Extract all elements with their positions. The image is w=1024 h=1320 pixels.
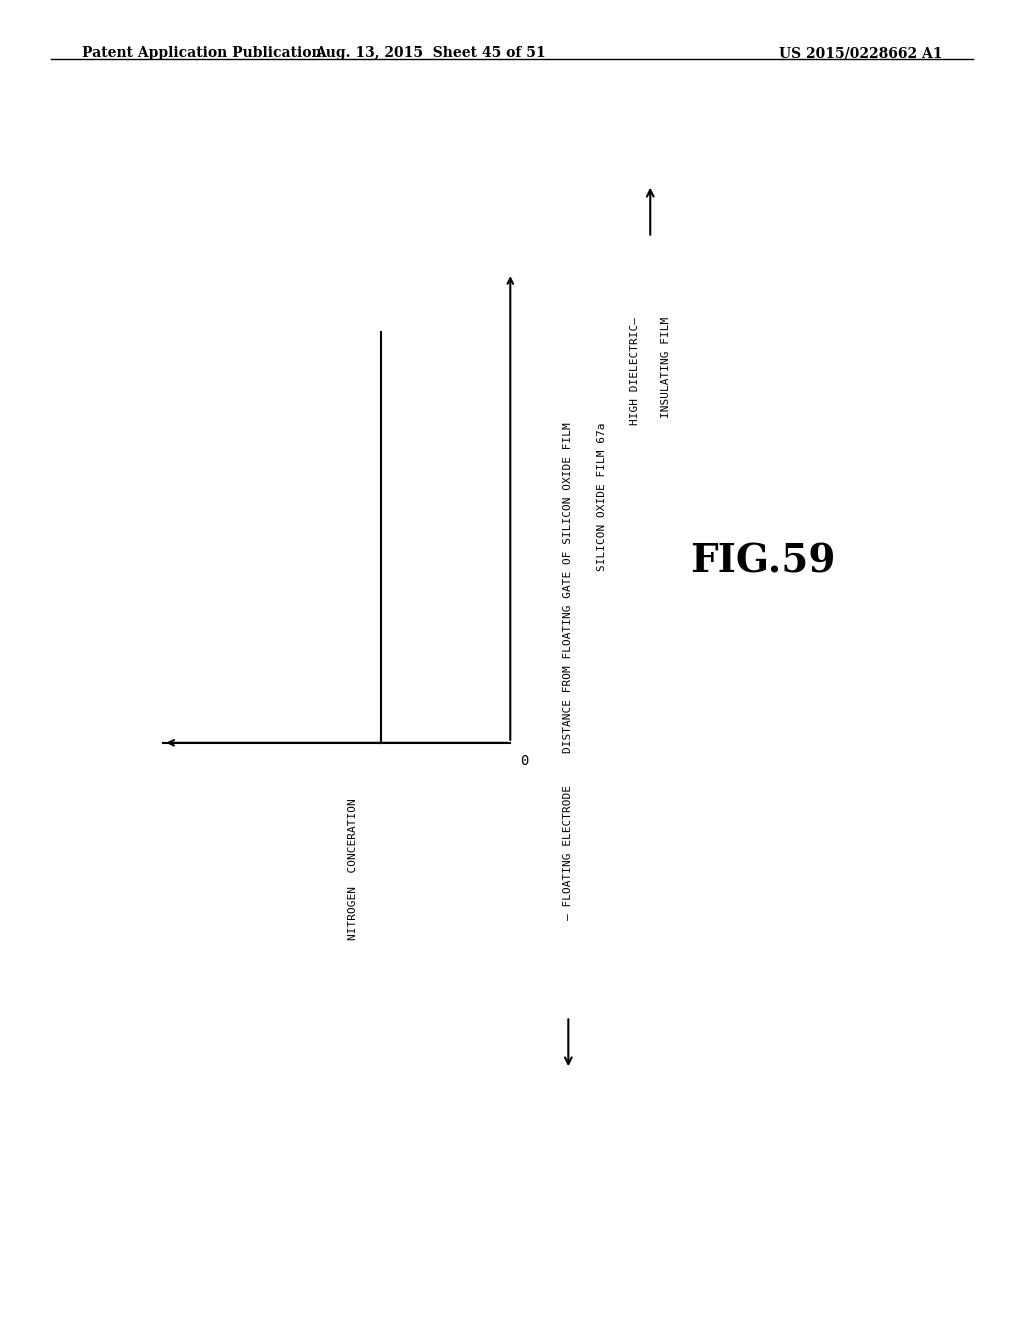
Text: Aug. 13, 2015  Sheet 45 of 51: Aug. 13, 2015 Sheet 45 of 51 — [314, 46, 546, 61]
Text: NITROGEN  CONCERATION: NITROGEN CONCERATION — [348, 799, 358, 940]
Text: US 2015/0228662 A1: US 2015/0228662 A1 — [778, 46, 942, 61]
Text: SILICON OXIDE FILM 67a: SILICON OXIDE FILM 67a — [597, 422, 607, 570]
Text: 0: 0 — [520, 754, 528, 768]
Text: FIG.59: FIG.59 — [690, 543, 836, 579]
Text: DISTANCE FROM FLOATING GATE OF SILICON OXIDE FILM: DISTANCE FROM FLOATING GATE OF SILICON O… — [563, 422, 573, 754]
Text: Patent Application Publication: Patent Application Publication — [82, 46, 322, 61]
Text: HIGH DIELECTRIC—: HIGH DIELECTRIC— — [630, 317, 640, 425]
Text: — FLOATING ELECTRODE: — FLOATING ELECTRODE — [563, 785, 573, 920]
Text: INSULATING FILM: INSULATING FILM — [660, 317, 671, 418]
